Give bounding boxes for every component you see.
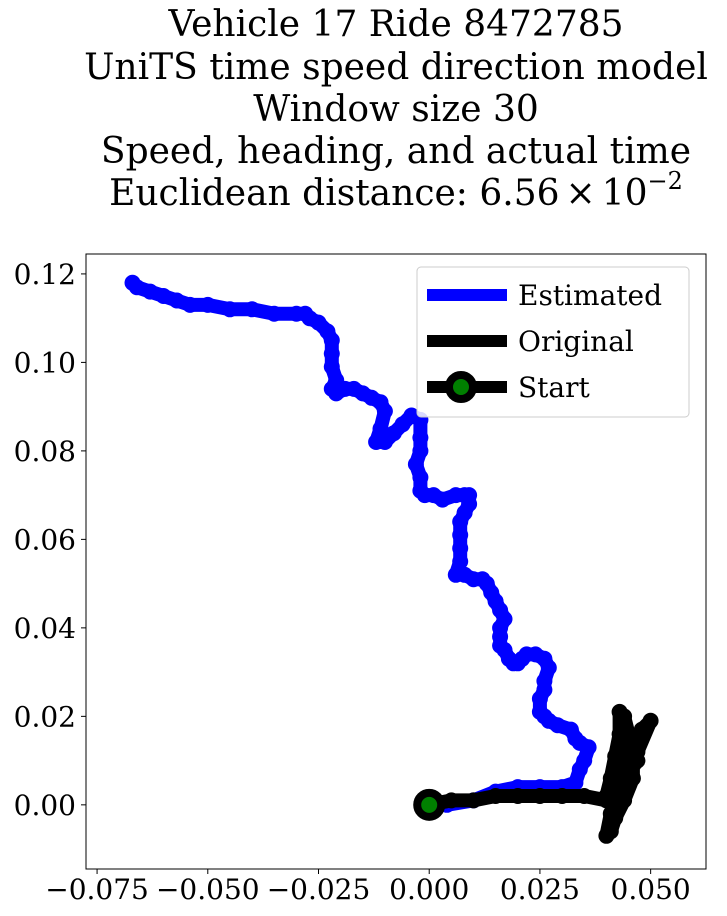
data-point-estimated [412,482,429,499]
y-tick-label: 0.02 [14,700,76,733]
x-tick-label: −0.050 [156,873,260,906]
title-distance-mantissa: 6.56 [479,173,559,214]
chart-title: Vehicle 17 Ride 8472785 UniTS time speed… [84,4,708,214]
data-point-original [531,788,548,804]
x-tick-label: 0.025 [500,873,580,906]
data-point-estimated [567,774,584,791]
data-point-original [602,805,619,822]
data-point-estimated [536,673,553,689]
series-original [421,703,659,844]
y-tick-label: 0.10 [14,346,76,379]
title-line-2: UniTS time speed direction model [84,47,708,88]
data-point-original [607,748,624,765]
data-point-estimated [323,358,340,375]
data-point-original [611,779,628,796]
data-point-original [629,752,646,769]
x-tick-label: −0.025 [267,873,371,906]
data-point-estimated [328,372,345,389]
data-point-estimated [452,540,469,557]
start-marker [413,788,446,821]
y-tick-label: 0.04 [14,612,76,645]
y-tick-label: 0.06 [14,523,76,556]
data-point-estimated [562,721,579,738]
title-distance-times: × [566,173,596,214]
plot-axes: −0.075 −0.050 −0.025 0.000 0.025 0.050 0.00 0.0… [14,253,707,906]
data-point-estimated [124,274,141,291]
data-point-estimated [182,296,199,313]
legend-entry-estimated: Estimated [427,279,662,312]
data-point-original [611,726,628,743]
data-point-original [633,721,650,738]
data-point-original [443,792,460,809]
legend-label-estimated: Estimated [518,279,662,312]
data-point-estimated [168,292,185,309]
data-point-estimated [244,301,261,318]
legend-box [416,266,690,418]
data-point-original [620,765,637,782]
data-point-estimated [266,305,283,322]
data-point-estimated [447,487,464,504]
data-point-estimated [412,429,429,446]
data-point-original [509,788,526,804]
data-point-estimated [142,283,159,300]
x-tick-label: 0.000 [389,873,469,906]
y-tick-label: 0.08 [14,435,76,468]
title-line-3: Window size 30 [253,89,539,130]
legend-start-marker [445,371,477,403]
data-point-original [554,788,571,804]
data-point-original [576,788,593,804]
legend: Estimated Original Start [416,266,690,418]
legend-entry-start: Start [427,371,591,404]
data-point-estimated [199,296,216,313]
data-point-estimated [221,301,238,318]
data-point-original [598,788,615,804]
legend-label-original: Original [518,325,634,358]
data-point-estimated [155,288,172,304]
data-point-original [487,788,504,804]
title-line-5: Euclidean distance: 6.56 × 10−2 [109,167,683,214]
data-point-estimated [576,752,593,769]
title-distance-prefix: Euclidean distance: [109,173,479,214]
data-point-estimated [531,703,548,720]
legend-label-start: Start [518,371,591,404]
data-point-original [611,703,628,720]
data-point-estimated [412,442,429,459]
x-tick-label: 0.050 [611,873,691,906]
title-distance-exponent: −2 [648,167,683,195]
data-point-estimated [323,345,340,362]
data-point-estimated [452,553,469,570]
data-point-original [465,792,482,809]
title-distance-base: 10 [602,173,648,214]
plot-frame [85,253,707,870]
data-point-estimated [447,566,464,583]
y-tick-label: 0.00 [14,789,76,822]
data-point-estimated [452,527,469,543]
data-point-estimated [372,420,389,437]
data-point-estimated [407,456,424,473]
title-line-4: Speed, heading, and actual time [101,131,691,172]
data-point-estimated [288,305,305,322]
title-line-1: Vehicle 17 Ride 8472785 [167,4,623,45]
plot-data [124,274,659,844]
data-point-original [598,827,615,844]
legend-entry-original: Original [427,325,634,358]
x-tick-label: −0.075 [45,873,149,906]
y-tick-label: 0.12 [14,258,76,291]
data-point-estimated [368,434,385,450]
data-point-estimated [412,469,429,486]
